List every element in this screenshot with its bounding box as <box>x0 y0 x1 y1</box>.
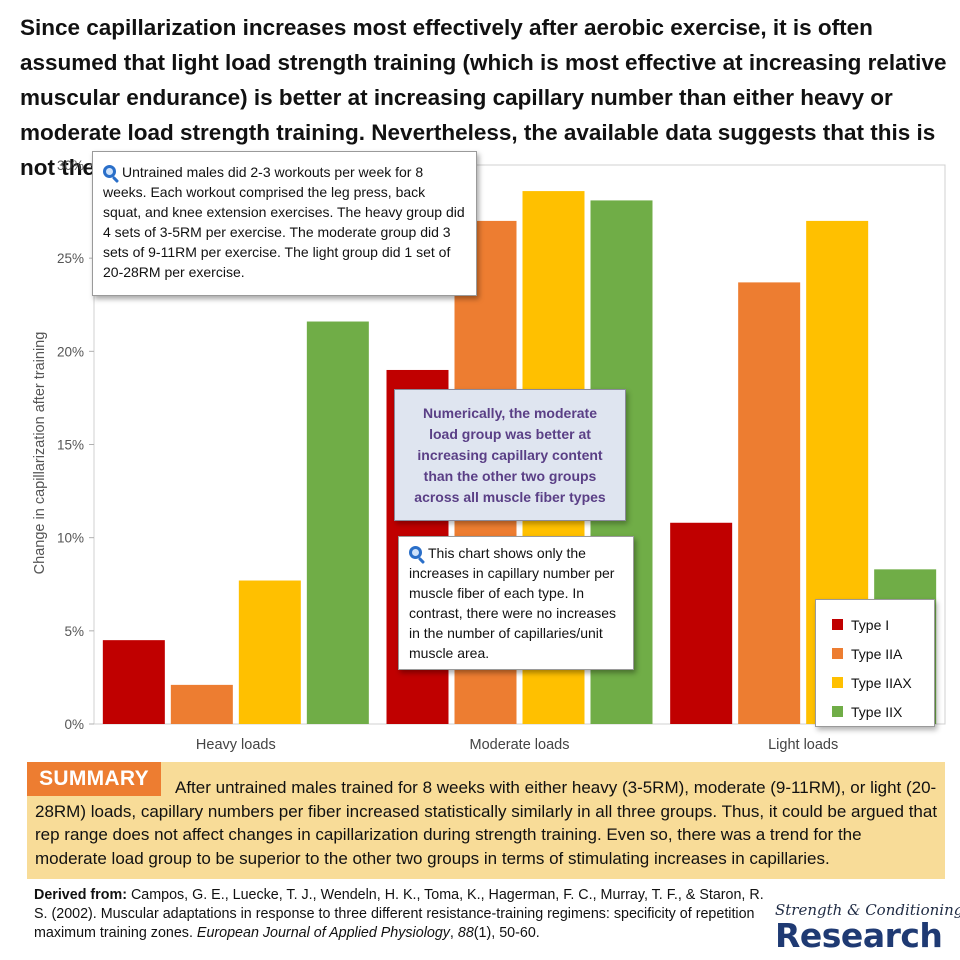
highlight-callout: Numerically, the moderate load group was… <box>394 389 626 521</box>
bar <box>170 684 233 724</box>
y-tick-label: 30% <box>57 158 84 173</box>
legend-item-type-i: Type I <box>832 610 934 639</box>
bar <box>238 580 301 724</box>
legend-item-type-iiax: Type IIAX <box>832 668 934 697</box>
legend-item-type-iix: Type IIX <box>832 697 934 726</box>
citation-text: Campos, G. E., Luecke, T. J., Wendeln, H… <box>34 887 764 941</box>
y-tick-label: 10% <box>57 531 84 546</box>
citation-journal: European Journal of Applied Physiology <box>196 925 450 941</box>
legend-item-type-iia: Type IIA <box>832 639 934 668</box>
y-tick-label: 5% <box>64 624 84 639</box>
y-tick-label: 15% <box>57 438 84 453</box>
legend-swatch <box>832 619 843 630</box>
x-tick-label: Moderate loads <box>470 737 570 753</box>
legend-label: Type IIAX <box>851 674 912 691</box>
x-tick-label: Heavy loads <box>196 737 276 753</box>
brand-name: Research <box>775 916 943 955</box>
y-axis-label: Change in capillarization after training <box>32 332 48 575</box>
legend-label: Type I <box>851 616 890 633</box>
headline: Since capillarization increases most eff… <box>20 15 947 180</box>
citation-issue: (1), 50-60. <box>473 925 540 941</box>
bar <box>102 640 165 724</box>
magnifier-icon <box>103 165 116 178</box>
note-text: This chart shows only the increases in c… <box>409 545 616 661</box>
summary-label: SUMMARY <box>27 762 161 796</box>
legend-swatch <box>832 706 843 717</box>
y-tick-label: 20% <box>57 344 84 359</box>
legend-swatch <box>832 648 843 659</box>
x-tick-label: Light loads <box>768 737 838 753</box>
bar <box>306 321 369 724</box>
summary-text: After untrained males trained for 8 week… <box>35 778 938 868</box>
bar <box>670 522 733 724</box>
highlight-text: Numerically, the moderate load group was… <box>414 405 606 505</box>
y-tick-label: 25% <box>57 251 84 266</box>
chart-legend: Type I Type IIA Type IIAX Type IIX <box>815 599 935 727</box>
brand-logo: Strength & Conditioning Research <box>775 901 960 955</box>
note-callout: This chart shows only the increases in c… <box>398 536 634 670</box>
y-tick-label: 0% <box>64 717 84 732</box>
citation-volume: 88 <box>457 925 474 941</box>
brand-tagline: Strength & Conditioning <box>775 901 960 919</box>
methods-callout: Untrained males did 2-3 workouts per wee… <box>92 151 477 296</box>
legend-label: Type IIX <box>851 703 903 720</box>
citation-label: Derived from: <box>34 887 127 903</box>
citation: Derived from: Campos, G. E., Luecke, T. … <box>34 887 764 941</box>
legend-label: Type IIA <box>851 645 903 662</box>
methods-text: Untrained males did 2-3 workouts per wee… <box>103 164 465 280</box>
magnifier-icon <box>409 546 422 559</box>
legend-swatch <box>832 677 843 688</box>
summary-box: After untrained males trained for 8 week… <box>27 762 945 879</box>
bar <box>738 282 801 724</box>
